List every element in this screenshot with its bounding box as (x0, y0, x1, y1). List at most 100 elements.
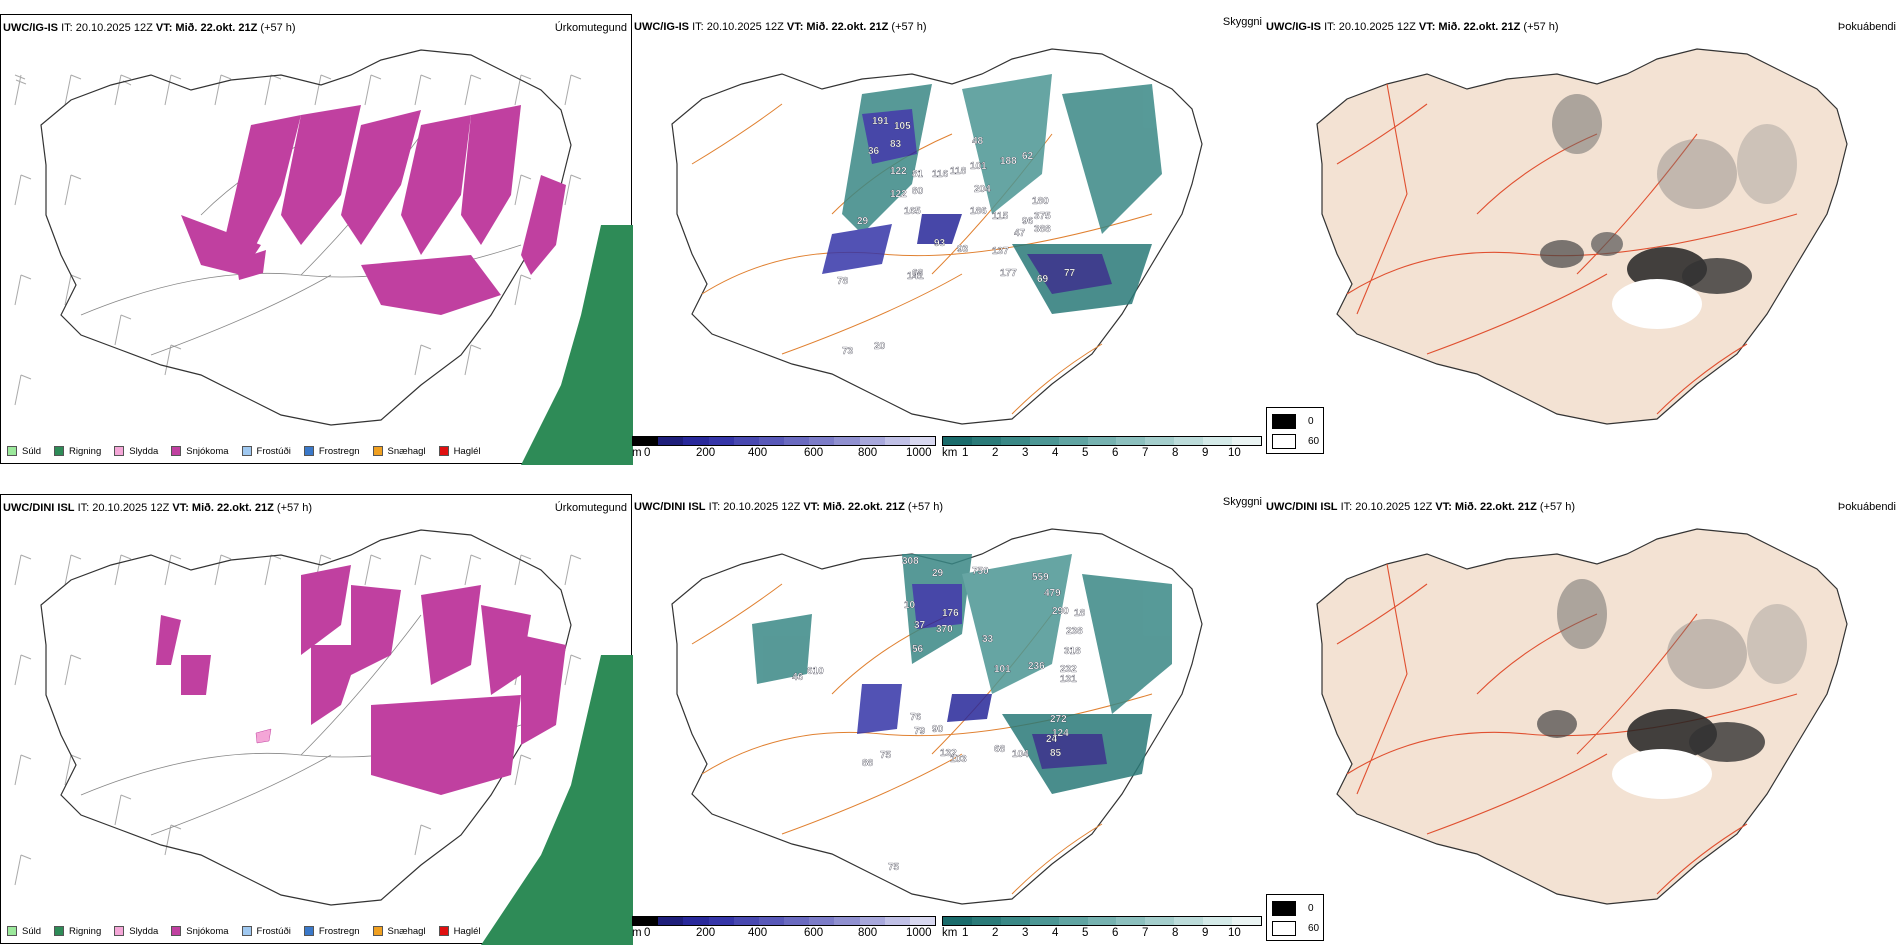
cloud-base-label: 76 (910, 712, 922, 723)
cloudbase-bin (784, 437, 810, 445)
visibility-tick: 9 (1202, 447, 1209, 459)
cloud-base-label: 122 (890, 166, 907, 177)
cloud-base-label: 103 (950, 754, 967, 765)
cloud-base-label: 101 (994, 664, 1011, 675)
visibility-tick: 9 (1202, 927, 1209, 939)
legend-item-freezing-drizzle: Frostúði (241, 446, 291, 457)
fog-legend-row-1: 60 (1272, 921, 1319, 936)
cloudbase-unit: m (632, 447, 642, 459)
visibility-tick: 6 (1112, 447, 1119, 459)
cloud-base-label: 96 (1022, 216, 1034, 227)
init-time: IT: 20.10.2025 12Z (77, 502, 170, 514)
cloudbase-bin (809, 437, 835, 445)
visibility-tick: 2 (992, 927, 999, 939)
visibility-bin (1174, 437, 1204, 445)
legend-item-snow: Snjókoma (171, 445, 229, 457)
cloud-base-label: 105 (894, 121, 911, 132)
cloud-base-label: 68 (994, 744, 1006, 755)
legend-swatch (54, 446, 65, 456)
legend-label: Rigning (69, 445, 102, 457)
legend-label: Snjókoma (186, 925, 229, 937)
low-vis-areas (752, 554, 1172, 794)
init-time: IT: 20.10.2025 12Z (692, 21, 784, 33)
cloud-base-label: 79 (914, 726, 926, 737)
cloudbase-tick: 400 (748, 927, 768, 939)
legend-label: Rigning (69, 925, 102, 937)
precip-type-panel-1: UWC/IG-IS IT: 20.10.2025 12Z VT: Mið. 22… (0, 14, 633, 465)
iceland-outline (671, 48, 1203, 425)
legend-item-sudd: Súld (7, 926, 41, 937)
visibility-bin (1029, 917, 1059, 925)
rain-area (521, 225, 633, 465)
legend-swatch (114, 446, 125, 456)
valid-prefix: VT: (155, 22, 173, 34)
visibility-tick: 1 (962, 447, 969, 459)
cloud-base-label: 20 (874, 341, 886, 352)
cloudbase-bar (632, 916, 936, 926)
cloudbase-bin (909, 437, 936, 445)
cloudbase-tick: 1000 (906, 447, 932, 459)
cloud-base-label: 137 (992, 246, 1009, 257)
cloudbase-bin (909, 917, 936, 925)
legend-label: Haglél (453, 925, 481, 937)
legend-label: Frostregn (318, 445, 360, 457)
cloud-base-label: 33 (982, 634, 994, 645)
roads (1336, 83, 1798, 415)
panel-header: UWC/DINI ISL IT: 20.10.2025 12Z VT: Mið.… (3, 502, 312, 514)
fog-area (1657, 139, 1737, 209)
panel-title-precip: Úrkomutegund (554, 502, 627, 514)
cloud-base-label: 88 (862, 758, 874, 769)
legend-swatch (303, 446, 314, 456)
cloud-base-label: 10 (904, 600, 916, 611)
valid-time: Mið. 22.okt. 21Z (1438, 21, 1521, 33)
fog-map-2 (1316, 528, 1848, 905)
cloud-base-label: 124 (1052, 728, 1069, 739)
cloud-base-label: 77 (1064, 268, 1076, 279)
lead-time: (+57 h) (891, 21, 927, 33)
fog-panel-1: UWC/IG-IS IT: 20.10.2025 12Z VT: Mið. 22… (1262, 14, 1900, 464)
visibility-panel-1: UWC/IG-IS IT: 20.10.2025 12Z VT: Mið. 22… (632, 14, 1262, 464)
fog-legend-label: 0 (1308, 416, 1314, 427)
snow-areas (156, 565, 566, 795)
cloudbase-tick: 200 (696, 927, 716, 939)
cloud-base-label: 83 (890, 139, 902, 150)
visibility-bin (1145, 917, 1175, 925)
fog-legend-row-0: 0 (1272, 901, 1314, 916)
cloudbase-tick: 0 (644, 447, 651, 459)
precip-type-panel-2: UWC/DINI ISL IT: 20.10.2025 12Z VT: Mið.… (0, 494, 633, 945)
legend-item-hail: Haglél (438, 925, 481, 937)
cloudbase-bin (658, 437, 684, 445)
valid-prefix: VT: (786, 21, 804, 33)
visibility-bin (1232, 437, 1261, 445)
cloudbase-bin (784, 917, 810, 925)
visibility-bar (942, 916, 1262, 926)
fog-legend-label: 60 (1308, 923, 1320, 934)
cloudbase-bin (859, 437, 885, 445)
cloud-base-label: 29 (932, 568, 944, 579)
visibility-tick: 5 (1082, 927, 1089, 939)
cloudbase-bin (758, 917, 785, 925)
legend-swatch (171, 446, 182, 456)
fog-area (1682, 258, 1752, 294)
cloudbase-tick: 600 (804, 447, 824, 459)
legend-swatch (438, 446, 449, 456)
cloud-base-label: 188 (1000, 156, 1017, 167)
cloud-base-label: 131 (1060, 674, 1077, 685)
cloud-base-label: 69 (1037, 274, 1049, 285)
init-time: IT: 20.10.2025 12Z (61, 22, 153, 34)
visibility-bin (1087, 437, 1117, 445)
legend-swatch (7, 446, 17, 456)
legend-label: Slydda (129, 925, 159, 937)
visibility-tick: 3 (1022, 927, 1029, 939)
panel-header: UWC/DINI ISL IT: 20.10.2025 12Z VT: Mið.… (1266, 501, 1575, 513)
valid-prefix: VT: (172, 502, 189, 514)
legend-label: Snjókoma (186, 445, 229, 457)
legend-swatch (7, 926, 17, 936)
fog-areas (1537, 579, 1807, 799)
cloud-base-label: 68 (912, 268, 924, 279)
fog-swatch-black (1272, 901, 1296, 916)
visibility-bin (1058, 437, 1088, 445)
visibility-tick: 4 (1052, 447, 1059, 459)
cloud-base-label: 290 (1052, 606, 1069, 617)
